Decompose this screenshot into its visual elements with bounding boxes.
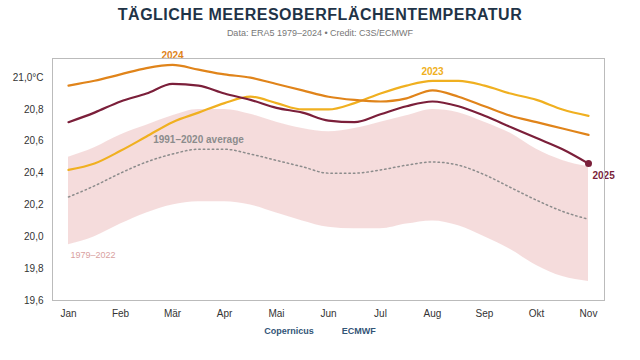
svg-text:20,8: 20,8 <box>24 104 44 115</box>
svg-text:Nov: Nov <box>580 308 598 319</box>
svg-text:20,4: 20,4 <box>24 167 44 178</box>
svg-text:20,0: 20,0 <box>24 231 44 242</box>
svg-text:Jul: Jul <box>374 308 387 319</box>
svg-text:2023: 2023 <box>421 66 444 77</box>
svg-text:Jun: Jun <box>320 308 336 319</box>
html-text:Data: ERA5 1979–2024 • Credit:: Data: ERA5 1979–2024 • Credit: C3S/ECMWF <box>226 28 414 38</box>
html-text:ECMWF: ECMWF <box>341 326 376 336</box>
svg-text:Apr: Apr <box>217 308 233 319</box>
svg-text:20,6: 20,6 <box>24 135 44 146</box>
svg-text:20,2: 20,2 <box>24 199 44 210</box>
svg-text:Jan: Jan <box>60 308 76 319</box>
html-text:Copernicus: Copernicus <box>264 326 314 336</box>
svg-text:Okt: Okt <box>529 308 545 319</box>
svg-text:Feb: Feb <box>112 308 130 319</box>
svg-text:1979–2022: 1979–2022 <box>71 250 116 260</box>
svg-text:1991–2020 average: 1991–2020 average <box>153 134 244 145</box>
svg-text:Aug: Aug <box>424 308 442 319</box>
svg-text:19,8: 19,8 <box>24 263 44 274</box>
svg-text:2025: 2025 <box>593 170 616 181</box>
svg-text:19,6: 19,6 <box>24 295 44 306</box>
svg-text:21,0°C: 21,0°C <box>13 72 44 83</box>
svg-text:Mär: Mär <box>164 308 182 319</box>
html-text:TÄGLICHE MEERESOBERFLÄCHENTEMP: TÄGLICHE MEERESOBERFLÄCHENTEMPERATUR <box>117 6 523 23</box>
svg-text:2024: 2024 <box>161 50 184 61</box>
svg-text:Sep: Sep <box>476 308 494 319</box>
svg-text:Mai: Mai <box>268 308 284 319</box>
